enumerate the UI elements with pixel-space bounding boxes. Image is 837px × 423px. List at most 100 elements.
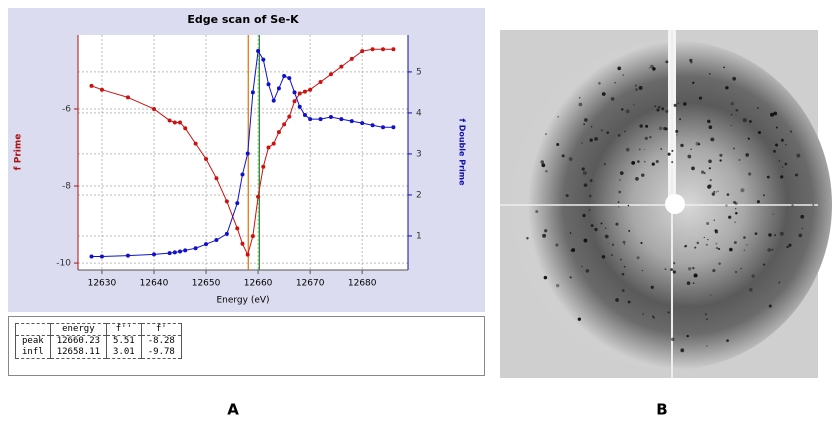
diffraction-spot: [569, 232, 572, 234]
x-axis-label: Energy (eV): [216, 296, 269, 306]
diffraction-spot: [748, 287, 753, 292]
diffraction-spot: [695, 141, 700, 146]
data-point: [224, 199, 229, 204]
diffraction-spot: [610, 97, 615, 101]
diffraction-spot: [728, 215, 732, 219]
diffraction-spot: [705, 243, 709, 246]
diffraction-spot: [650, 285, 654, 289]
diffraction-spot: [786, 245, 789, 249]
data-point: [308, 87, 313, 92]
diffraction-spot: [542, 233, 547, 238]
data-point: [271, 141, 276, 146]
data-point: [178, 249, 183, 254]
diffraction-spot: [604, 234, 609, 239]
diffraction-spot: [692, 266, 695, 270]
table-cell: 5.51: [106, 335, 142, 347]
diffraction-spot: [707, 119, 711, 124]
diffraction-spot: [667, 152, 671, 156]
data-point: [167, 251, 172, 256]
y2-tick-label: 5: [416, 67, 422, 77]
diffraction-spot: [710, 294, 712, 297]
diffraction-spot: [628, 229, 631, 232]
diffraction-spot: [747, 137, 750, 140]
data-point: [250, 234, 255, 239]
diffraction-spot: [772, 149, 777, 153]
diffraction-spot: [611, 243, 615, 246]
diffraction-spot: [598, 82, 601, 85]
diffraction-spot: [615, 298, 619, 302]
data-point: [391, 125, 396, 130]
diffraction-spot: [708, 167, 711, 170]
data-point: [151, 106, 156, 111]
diffraction-spot: [635, 88, 638, 92]
diffraction-spot: [679, 118, 681, 121]
diffraction-spot: [656, 108, 660, 112]
data-point: [214, 176, 219, 181]
data-point: [183, 248, 188, 253]
diffraction-spot: [726, 193, 730, 196]
data-point: [193, 141, 198, 146]
y2-tick-label: 1: [416, 231, 422, 241]
diffraction-spot: [526, 237, 529, 240]
data-point: [391, 47, 396, 52]
data-point: [99, 254, 104, 259]
plot-area: [78, 35, 408, 270]
diffraction-spot: [730, 113, 733, 116]
diffraction-spot: [664, 127, 668, 131]
diffraction-spot: [644, 136, 648, 141]
diffraction-spot: [697, 143, 701, 146]
diffraction-spot: [583, 238, 588, 243]
data-point: [235, 226, 240, 231]
diffraction-spot: [581, 265, 583, 268]
data-point: [240, 241, 245, 246]
diffraction-spot: [627, 300, 631, 304]
diffraction-spot: [690, 148, 692, 151]
diffraction-spot: [581, 142, 583, 144]
diffraction-spot: [654, 105, 657, 108]
diffraction-spot: [555, 243, 559, 247]
diffraction-spot: [634, 84, 637, 87]
diffraction-spot: [746, 243, 748, 246]
table-row: energy f'' f': [15, 323, 182, 336]
diffraction-spot: [636, 256, 640, 260]
diffraction-spot: [766, 175, 770, 179]
data-point: [193, 246, 198, 251]
diffraction-spot: [748, 172, 752, 176]
data-point: [214, 238, 219, 243]
data-point: [172, 250, 177, 255]
diffraction-spot: [703, 236, 705, 239]
diffraction-spot: [773, 111, 778, 116]
diffraction-spot: [583, 183, 588, 187]
diffraction-spot: [617, 66, 622, 71]
diffraction-spot: [717, 247, 721, 251]
table-row: infl 12658.11 3.01 -9.78: [15, 347, 182, 359]
data-point: [240, 172, 245, 177]
diffraction-spot: [545, 170, 548, 173]
diffraction-spot: [619, 179, 621, 181]
diffraction-spot: [742, 118, 747, 123]
data-point: [287, 76, 292, 81]
diffraction-spot: [651, 162, 655, 166]
diffraction-spot: [710, 137, 715, 142]
diffraction-spot: [581, 167, 585, 171]
diffraction-spot: [740, 188, 745, 193]
diffraction-spot: [665, 109, 669, 113]
data-point: [360, 49, 365, 54]
diffraction-spot: [672, 270, 676, 274]
y2-tick-label: 3: [416, 149, 422, 159]
diffraction-spot: [757, 130, 762, 135]
diffraction-spot: [643, 160, 646, 163]
table-cell: [15, 323, 51, 336]
diffraction-spot: [594, 136, 598, 141]
data-point: [245, 252, 250, 257]
table-cell: -9.78: [140, 347, 182, 359]
diffraction-spot: [635, 176, 639, 181]
diffraction-spot: [734, 221, 737, 224]
data-point: [271, 98, 276, 103]
diffraction-spot: [568, 157, 573, 161]
diffraction-spot: [621, 272, 625, 276]
data-point: [318, 117, 323, 122]
diffraction-spot: [619, 258, 623, 261]
diffraction-spot: [686, 281, 691, 285]
